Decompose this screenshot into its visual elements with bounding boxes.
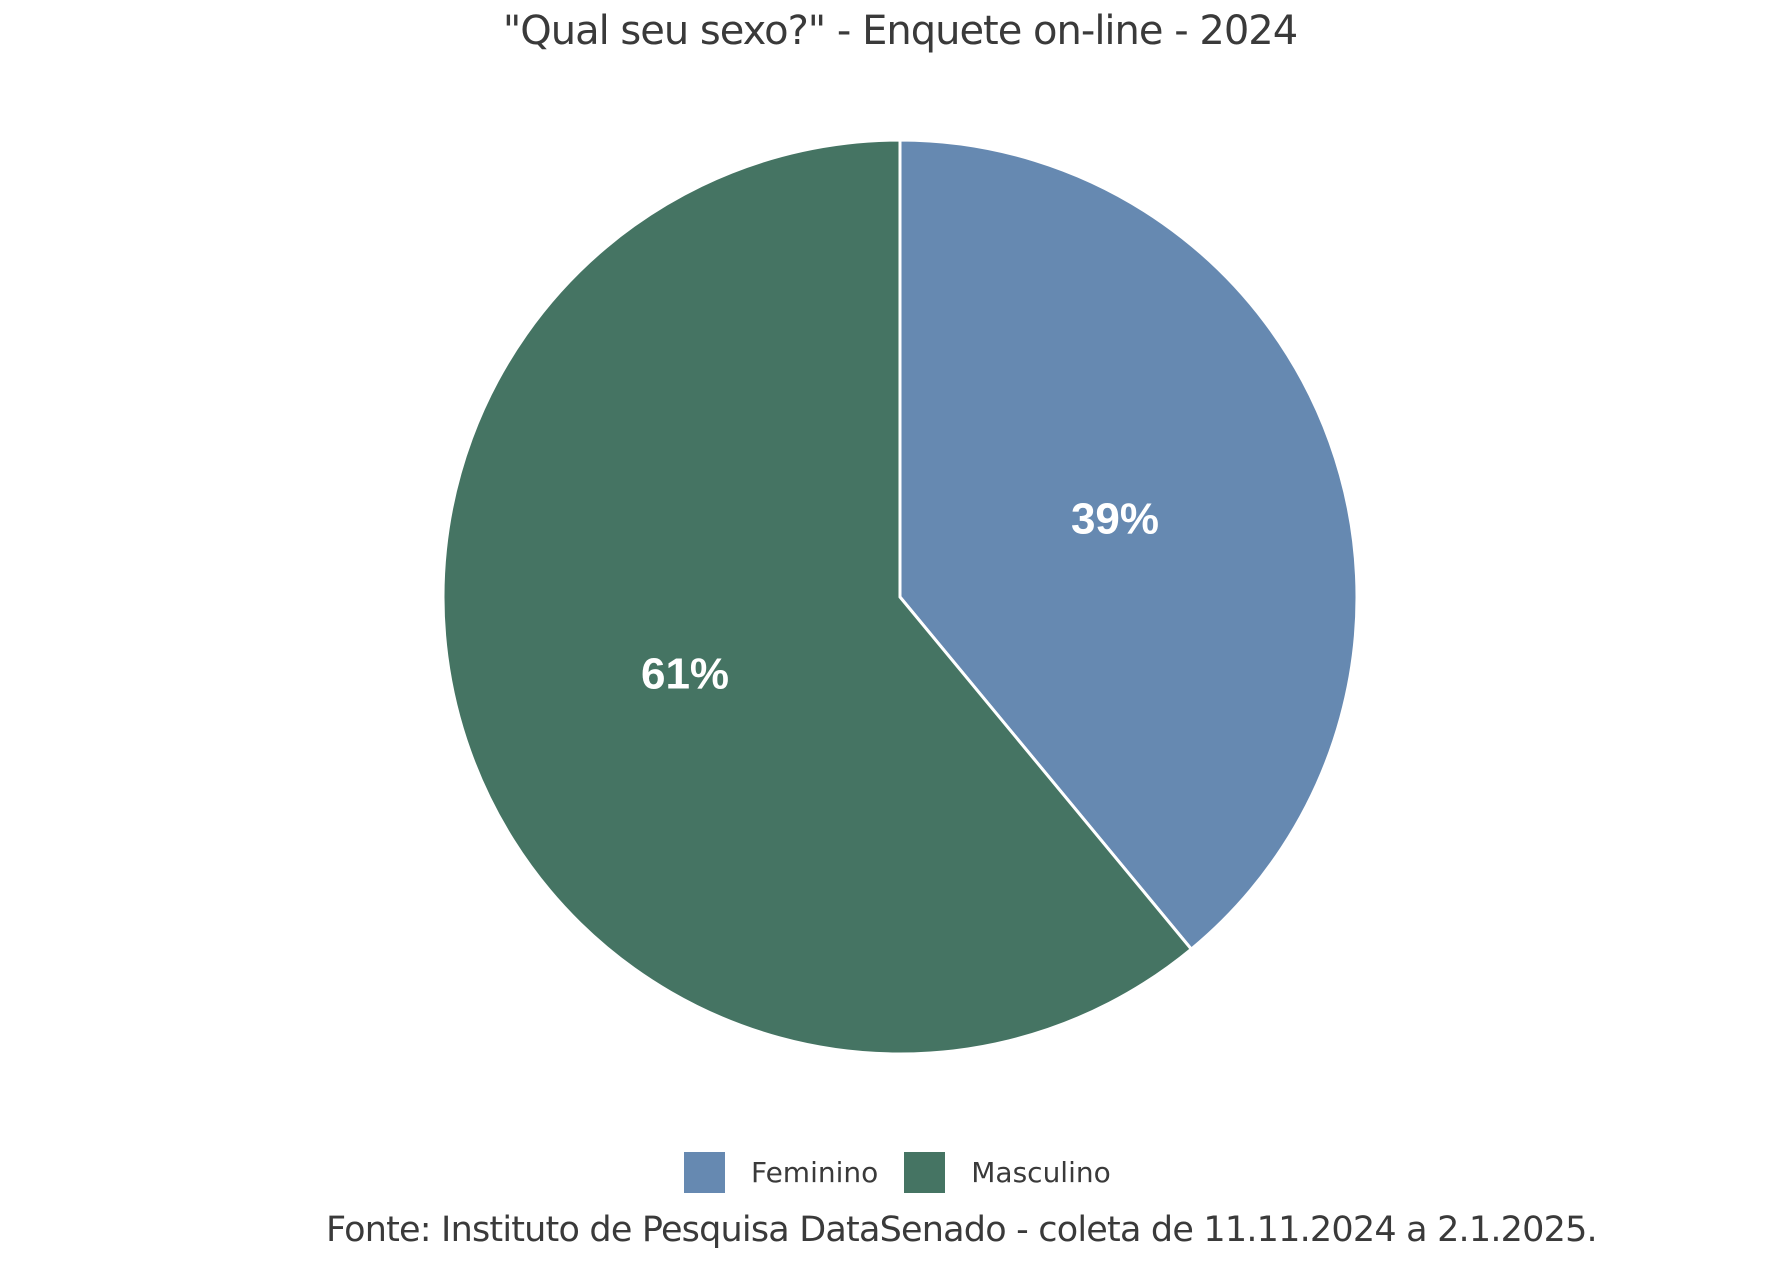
data-label-feminino: 39%	[1071, 495, 1159, 544]
legend-item-feminino: Feminino	[684, 1152, 878, 1193]
legend-item-masculino: Masculino	[904, 1152, 1111, 1193]
legend-label-feminino: Feminino	[751, 1156, 879, 1189]
legend-swatch-feminino	[684, 1152, 725, 1193]
pie-slice-feminino	[898, 138, 1359, 952]
pie-slice-masculino	[441, 138, 1194, 1056]
legend: Feminino Masculino	[684, 1152, 1137, 1193]
legend-swatch-masculino	[904, 1152, 946, 1193]
chart-title: "Qual seu sexo?" - Enquete on-line - 202…	[502, 8, 1298, 54]
pie-chart: 39% 61%	[441, 138, 1359, 1056]
legend-label-masculino: Masculino	[971, 1156, 1111, 1189]
data-label-masculino: 61%	[641, 649, 729, 698]
source-note: Fonte: Instituto de Pesquisa DataSenado …	[326, 1210, 1598, 1250]
